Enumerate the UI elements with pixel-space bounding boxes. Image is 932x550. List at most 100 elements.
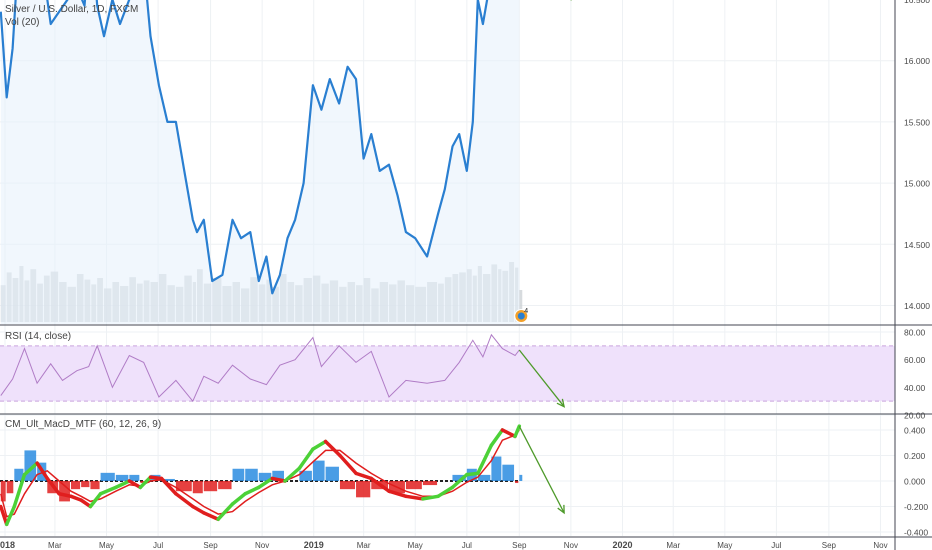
macd-line-segment: [387, 489, 408, 499]
macd-histogram-bar: [339, 481, 356, 490]
rsi-series-line: [0, 333, 520, 403]
macd-histogram-bar: [218, 481, 232, 490]
y-tick-label-rsi: 80.00: [904, 328, 926, 338]
y-tick-label-macd: 0.000: [904, 477, 926, 487]
macd-line-segment: [476, 443, 494, 476]
macd-histogram-bar: [477, 474, 491, 481]
arrow-shaft: [518, 349, 565, 408]
macd-histogram-bar: [245, 468, 258, 481]
arrow-head: [557, 504, 565, 515]
macd-line-segment: [489, 428, 505, 448]
macd-line-segment: [159, 476, 178, 496]
x-tick-label: 2020: [612, 540, 632, 550]
x-tick-label: May: [408, 541, 423, 550]
y-tick-label-macd: -0.400: [904, 528, 928, 538]
macd-line-segment: [404, 494, 425, 501]
macd-histogram-bar: [14, 468, 24, 481]
x-tick-label: Jul: [153, 541, 163, 550]
macd-histogram-bar: [203, 481, 218, 492]
macd-line-segment: [191, 504, 206, 515]
x-tick-label: Sep: [822, 541, 837, 550]
macd-line-segment: [174, 492, 195, 509]
macd-line-segment: [270, 476, 287, 483]
rsi-panel[interactable]: [0, 333, 895, 403]
macd-histogram-bar: [100, 472, 115, 481]
y-tick-label-macd: 0.400: [904, 426, 926, 436]
rsi-legend[interactable]: RSI (14, close): [5, 331, 72, 342]
trend-arrow-macd[interactable]: [518, 425, 565, 515]
macd-histogram-bar: [258, 472, 272, 481]
macd-line-segment: [436, 485, 455, 499]
macd-histogram-bar: [115, 474, 129, 481]
time-axis[interactable]: 2018 Mar May Jul Sep Nov 2019 Mar May Jul Sep Nov 20…: [0, 540, 888, 550]
macd-line-segment: [88, 492, 103, 509]
x-tick-label: 2018: [0, 540, 15, 550]
macd-histogram-bar: [515, 481, 519, 484]
drawn-arrows[interactable]: [518, 0, 572, 515]
macd-histogram-bar: [519, 474, 523, 481]
macd-line-segment: [369, 476, 391, 493]
arrow-head: [556, 398, 566, 408]
macd-panel[interactable]: [0, 424, 523, 527]
y-tick-label-macd: -0.200: [904, 502, 928, 512]
arrow-shaft: [518, 425, 565, 514]
price-panel[interactable]: [0, 0, 895, 324]
macd-line-segment: [98, 485, 118, 496]
y-tick-label-price: 15.000: [904, 179, 930, 189]
x-tick-label: Mar: [666, 541, 680, 550]
macd-line-segment: [0, 504, 9, 527]
macd-line-segment: [45, 476, 61, 496]
macd-histogram-bar: [161, 478, 175, 481]
macd-histogram-bar: [70, 481, 81, 490]
price-series-line: [0, 0, 489, 295]
x-tick-label: Sep: [203, 541, 218, 550]
x-tick-label: Mar: [48, 541, 62, 550]
macd-line-segment: [127, 479, 143, 490]
macd-legend[interactable]: CM_Ult_MacD_MTF (60, 12, 26, 9): [5, 419, 162, 430]
macd-histogram-bar: [272, 470, 284, 481]
event-marker-inner: [517, 312, 525, 320]
macd-line-segment: [79, 498, 93, 509]
macd-line-segment: [12, 472, 27, 509]
y-tick-label-price: 15.500: [904, 117, 930, 127]
macd-line-segment: [57, 492, 73, 499]
macd-histogram-bar: [325, 466, 339, 481]
macd-line-segment: [22, 461, 39, 477]
symbol-title[interactable]: Silver / U.S. Dollar, 1D, FXCM: [5, 4, 139, 15]
macd-line-segment: [114, 479, 132, 490]
price-axis[interactable]: 14.000 14.500 15.000 15.500 16.000 16.500 20.0…: [904, 0, 930, 538]
macd-line-segment: [311, 439, 328, 451]
macd-histogram-bar: [90, 481, 100, 490]
trend-arrow-rsi[interactable]: [518, 349, 566, 408]
macd-line-segment: [421, 494, 440, 501]
macd-line-segment: [202, 511, 220, 521]
y-tick-label-rsi: 20.00: [904, 411, 926, 421]
x-tick-label: Sep: [512, 541, 527, 550]
macd-line-segment: [354, 471, 374, 481]
macd-line-segment: [216, 502, 235, 521]
macd-histogram-bar: [491, 456, 502, 481]
macd-line-segment: [35, 461, 50, 481]
macd-line-segment: [243, 485, 261, 496]
y-tick-label-rsi: 60.00: [904, 355, 926, 365]
x-tick-label: Jul: [771, 541, 781, 550]
macd-histogram-bar: [6, 481, 14, 494]
macd-histogram-bar: [422, 481, 438, 486]
y-tick-label-macd: 0.200: [904, 451, 926, 461]
macd-line-segment: [4, 504, 17, 527]
macd-histogram-bar: [312, 460, 325, 481]
y-tick-label-price: 16.500: [904, 0, 930, 5]
rsi-band: [0, 345, 895, 402]
macd-histogram-bar: [192, 481, 203, 494]
event-marker[interactable]: 4: [514, 308, 529, 323]
macd-histogram-bar: [502, 464, 515, 481]
macd-histogram-bar: [81, 481, 90, 488]
volume-legend[interactable]: Vol (20): [5, 17, 40, 28]
volume-bar: [519, 290, 523, 322]
macd-line-segment: [230, 492, 247, 506]
macd-histogram-bar: [299, 470, 312, 481]
y-tick-label-price: 14.500: [904, 240, 930, 250]
y-tick-label-rsi: 40.00: [904, 383, 926, 393]
